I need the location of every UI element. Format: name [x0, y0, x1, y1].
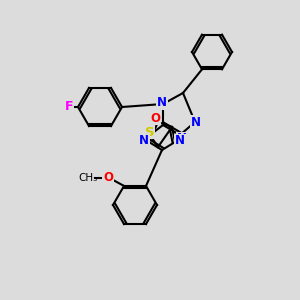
Text: CH₃: CH₃ — [78, 173, 98, 183]
Text: N: N — [191, 116, 201, 128]
Text: F: F — [65, 100, 73, 113]
Text: N: N — [175, 134, 185, 148]
Text: N: N — [157, 97, 167, 110]
Text: S: S — [145, 125, 155, 139]
Text: O: O — [150, 112, 160, 124]
Text: N: N — [177, 133, 187, 146]
Text: N: N — [139, 134, 149, 148]
Text: O: O — [103, 171, 113, 184]
